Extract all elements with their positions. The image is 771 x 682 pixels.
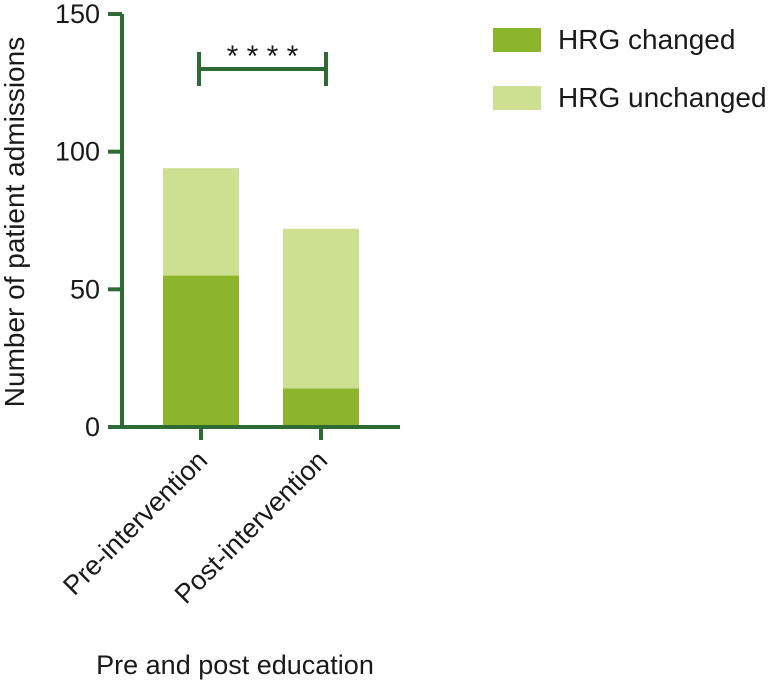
y-tick-label: 50 [70, 274, 100, 304]
y-ticks-group: 0 50 100 150 [55, 0, 122, 442]
y-tick-label: 150 [55, 0, 100, 29]
significance-label: * * * * [227, 40, 299, 73]
legend-swatch [493, 86, 541, 110]
y-tick-label: 0 [85, 412, 100, 442]
y-tick-label: 100 [55, 137, 100, 167]
bar-hrg-unchanged-post [283, 228, 359, 389]
x-axis-title: Pre and post education [96, 650, 374, 680]
legend-label: HRG unchanged [558, 82, 767, 113]
legend-swatch [493, 28, 541, 52]
bars-group [163, 168, 359, 427]
axes-group [120, 14, 400, 429]
bar-hrg-changed-pre [163, 275, 239, 427]
legend-label: HRG changed [558, 24, 735, 55]
bar-hrg-changed-post [283, 388, 359, 427]
legend: HRG changed HRG unchanged [493, 24, 767, 113]
bar-hrg-unchanged-pre [163, 168, 239, 276]
y-axis-title: Number of patient admissions [0, 37, 30, 407]
significance-bracket: * * * * [197, 40, 328, 86]
